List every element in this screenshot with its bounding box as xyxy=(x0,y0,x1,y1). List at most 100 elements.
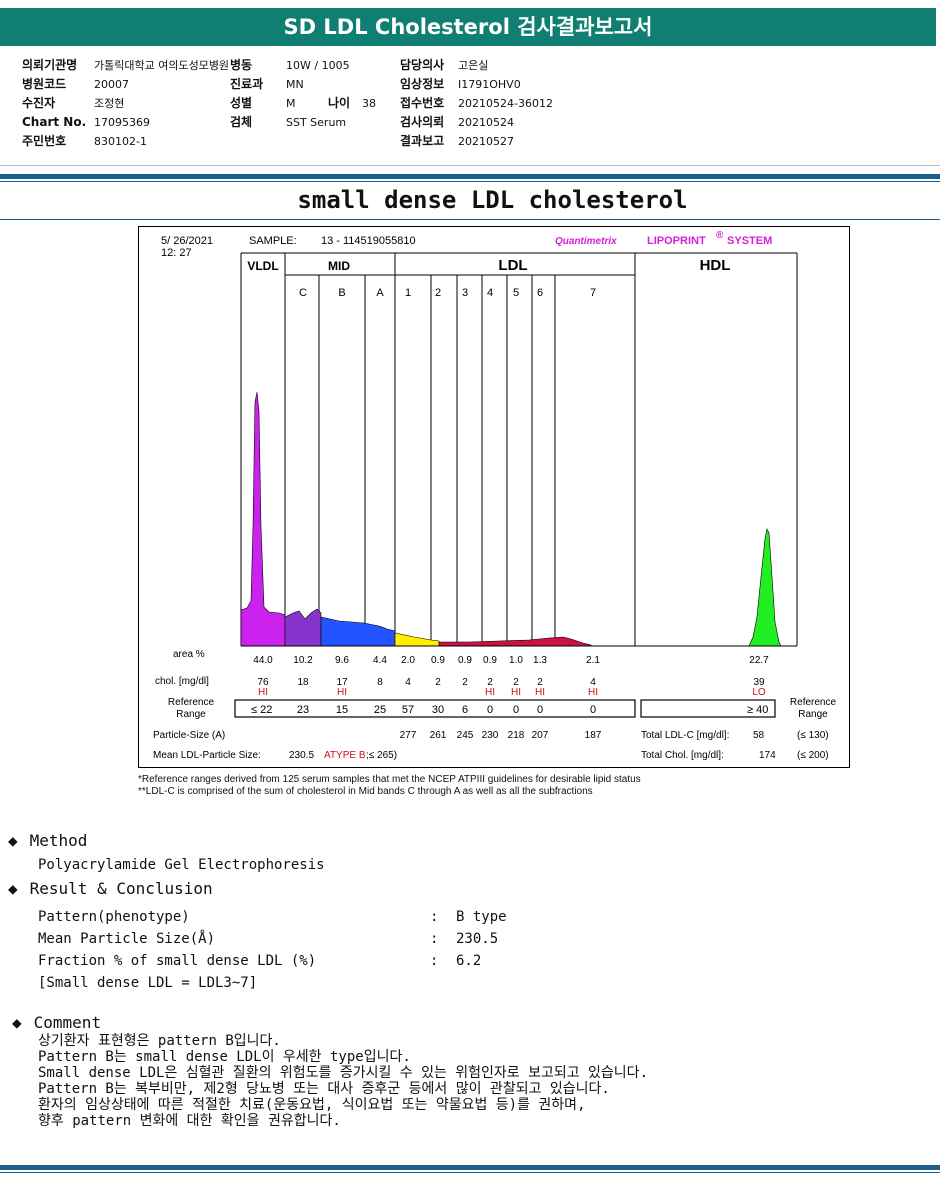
chol-value: 18 xyxy=(297,677,309,688)
curve-ldl-mid xyxy=(438,636,592,647)
comment-line: Pattern B는 복부비만, 제2형 당뇨병 또는 대사 증후군 등에서 많… xyxy=(38,1081,610,1097)
chol-label: chol. [mg/dl] xyxy=(155,676,209,687)
flag-value: HI xyxy=(511,687,521,698)
diamond-icon: ◆ xyxy=(8,831,18,850)
comment-line: 상기환자 표현형은 pattern B입니다. xyxy=(38,1033,281,1049)
ref-value: 57 xyxy=(402,704,414,716)
area-value: 2.1 xyxy=(586,655,600,666)
ref-value: 6 xyxy=(462,704,468,716)
divider-bar xyxy=(0,1165,940,1170)
info-specimen: 검체 SST Serum xyxy=(230,115,347,129)
band-label-5: 5 xyxy=(513,287,519,299)
band-label-3: 3 xyxy=(462,287,468,299)
mean-value: 230.5 xyxy=(289,750,314,761)
divider xyxy=(0,165,940,166)
chol-value: 8 xyxy=(377,677,383,688)
chol-value: 39 xyxy=(753,677,765,688)
flag-value: HI xyxy=(337,687,347,698)
result-heading: ◆ Result & Conclusion xyxy=(8,879,213,898)
ref-vldl: ≤ 22 xyxy=(251,704,272,716)
flag-value: HI xyxy=(258,687,268,698)
divider-bar xyxy=(0,174,940,179)
chol-value: 2 xyxy=(462,677,468,688)
total-ldl-label: Total LDL-C [mg/dl]: xyxy=(641,730,729,741)
info-clinical: 임상정보 I1791OHV0 xyxy=(400,77,521,91)
ref-value: 0 xyxy=(487,704,493,716)
band-label-2: 2 xyxy=(435,287,441,299)
brand-system: SYSTEM xyxy=(727,235,772,247)
curve-vldl-peak xyxy=(240,391,286,647)
flag-value: LO xyxy=(752,687,766,698)
info-report-date: 결과보고 20210527 xyxy=(400,134,514,148)
chart-time: 12: 27 xyxy=(161,247,192,259)
comment-line: 향후 pattern 변화에 대한 확인을 권유합니다. xyxy=(38,1113,341,1129)
group-hdl: HDL xyxy=(700,257,731,274)
comment-line: Pattern B는 small dense LDL이 우세한 type입니다. xyxy=(38,1049,411,1065)
comment-text: 상기환자 표현형은 pattern B입니다. Pattern B는 small… xyxy=(38,1033,648,1129)
total-ldl-ref: (≤ 130) xyxy=(797,730,829,741)
curve-hdl-peak xyxy=(748,528,782,647)
brand-quantimetrix: Quantimetrix xyxy=(555,236,617,247)
psize-value: 218 xyxy=(508,730,525,741)
psize-value: 187 xyxy=(585,730,602,741)
band-label-4: 4 xyxy=(487,287,493,299)
ref-value: 0 xyxy=(513,704,519,716)
flag-value: HI xyxy=(485,687,495,698)
info-hospital-code: 병원코드 20007 xyxy=(22,77,129,91)
flag-value: HI xyxy=(535,687,545,698)
psize-value: 245 xyxy=(457,730,474,741)
info-request-date: 검사의뢰 20210524 xyxy=(400,115,514,129)
area-value: 2.0 xyxy=(401,655,415,666)
group-mid: MID xyxy=(328,259,350,273)
info-patient-name: 수진자 조정현 xyxy=(22,96,125,110)
mean-ref: ;≤ 265) xyxy=(366,750,397,761)
divider-line xyxy=(0,219,940,220)
mean-label: Mean LDL-Particle Size: xyxy=(153,750,261,761)
diamond-icon: ◆ xyxy=(8,879,18,898)
lipoprint-svg: 5/ 26/2021 12: 27 SAMPLE: 13 - 114519055… xyxy=(153,230,837,761)
footnote-1: *Reference ranges derived from 125 serum… xyxy=(138,774,641,785)
psize-label: Particle-Size (A) xyxy=(153,730,225,741)
ref-value: 15 xyxy=(336,704,348,716)
psize-value: 230 xyxy=(482,730,499,741)
band-label-A: A xyxy=(376,287,384,299)
chol-value: 2 xyxy=(537,677,543,688)
group-ldl: LDL xyxy=(498,257,527,274)
chol-value: 4 xyxy=(590,677,596,688)
area-value: 1.0 xyxy=(509,655,523,666)
area-label: area % xyxy=(173,649,205,660)
total-chol-value: 174 xyxy=(759,750,776,761)
info-chart-no: Chart No. 17095369 xyxy=(22,115,150,129)
info-institution: 의뢰기관명 가톨릭대학교 여의도성모병원 xyxy=(22,58,230,72)
total-chol-ref: (≤ 200) xyxy=(797,750,829,761)
area-value: 44.0 xyxy=(253,655,273,666)
area-value: 22.7 xyxy=(749,655,769,666)
psize-value: 277 xyxy=(400,730,417,741)
chol-value: 2 xyxy=(487,677,493,688)
sample-label: SAMPLE: xyxy=(249,235,297,247)
footnote-2: **LDL-C is comprised of the sum of chole… xyxy=(138,786,593,797)
ref-value: 0 xyxy=(590,704,596,716)
ref-label-right-2: Range xyxy=(798,709,828,720)
total-ldl-value: 58 xyxy=(753,730,765,741)
diamond-icon: ◆ xyxy=(12,1013,22,1032)
total-chol-label: Total Chol. [mg/dl]: xyxy=(641,750,724,761)
info-sex: 성별 M 나이 38 xyxy=(230,96,376,110)
ref-value: 0 xyxy=(537,704,543,716)
band-label-6: 6 xyxy=(537,287,543,299)
area-value: 1.3 xyxy=(533,655,547,666)
area-value: 0.9 xyxy=(458,655,472,666)
comment-line: Small dense LDL은 심혈관 질환의 위험도를 증가시킬 수 있는 … xyxy=(38,1065,648,1081)
band-label-1: 1 xyxy=(405,287,411,299)
chol-value: 4 xyxy=(405,677,411,688)
flag-value: HI xyxy=(588,687,598,698)
band-label-C: C xyxy=(299,287,307,299)
psize-value: 207 xyxy=(532,730,549,741)
info-doctor: 담당의사 고은실 xyxy=(400,58,489,72)
chol-value: 2 xyxy=(513,677,519,688)
ref-hdl: ≥ 40 xyxy=(747,704,768,716)
area-value: 0.9 xyxy=(483,655,497,666)
chol-value: 76 xyxy=(257,677,269,688)
chart-date: 5/ 26/2021 xyxy=(161,235,213,247)
info-ward: 병동 10W / 1005 xyxy=(230,58,350,72)
